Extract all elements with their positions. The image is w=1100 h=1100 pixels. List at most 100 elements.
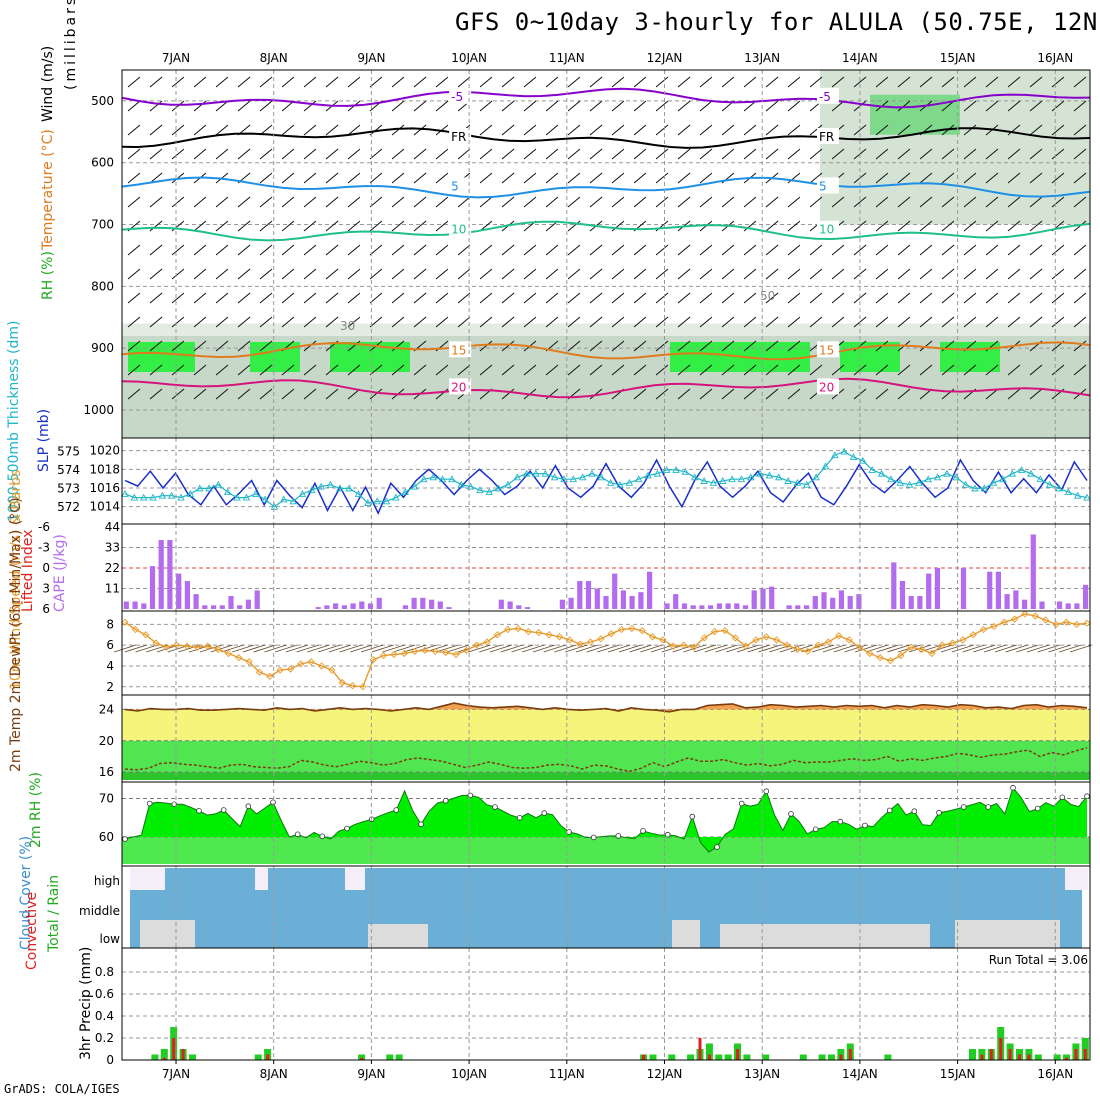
wind-barb [347,172,361,184]
wind-speed-point [131,625,139,634]
precip-total-bar [969,1049,976,1060]
precip-total-bar [386,1054,394,1060]
wind-barb [325,316,339,328]
thickness-point [420,475,428,483]
wind-barb [567,220,581,232]
y-axis-label-left: Lifted Index [20,530,36,612]
precip-total-bar [358,1054,366,1060]
cape-bar [594,588,600,609]
wind-barb [523,364,537,376]
wind-barb [765,100,779,112]
wind-barb [435,220,449,232]
wind-barb [633,76,647,88]
wind-barb [655,364,669,376]
wind-barb [193,388,207,400]
thickness-point [485,488,494,496]
contour-label-bg [816,128,839,144]
wind-barb [501,388,515,400]
date-label-bottom: 10JAN [451,1067,487,1081]
wind-barb [1051,268,1065,280]
rh-point [541,810,548,816]
rh-point [640,828,646,834]
wind-barb [677,196,691,208]
cape-bar [786,605,792,609]
wind-barb [232,644,255,653]
wind-speed-point [576,640,584,648]
cloud-low [720,924,930,948]
wind-barb [831,196,845,208]
cape-bar [211,605,217,609]
wind-barb [237,100,251,112]
precip-convective-bar [181,1049,185,1060]
wind-speed-point [1031,612,1039,620]
legend-total-rain: Total / Rain [46,875,62,953]
wind-speed-point [979,625,988,634]
wind-barb [369,364,383,376]
cloud-gap-high [1065,868,1088,890]
wind-barb [875,124,889,136]
wind-barb [633,100,647,112]
footer-credit: GrADS: COLA/IGES [4,1082,120,1096]
precip-total-bar [799,1054,807,1060]
wind-barb [1005,644,1028,653]
cape-bar [812,596,818,609]
wind-barb [1073,364,1087,376]
wind-barb [1051,76,1065,88]
wind-barb [963,172,977,184]
cape-bar [524,607,531,609]
wind-barb [347,196,361,208]
precip-total-bar [884,1054,892,1060]
wind-speed-point [514,624,522,633]
wind-barb [721,292,735,304]
rh-point [294,831,301,838]
temperature-contour [121,87,1091,109]
wind-barb [413,148,427,160]
precip-total-bar [649,1054,657,1060]
wind-speed-point [162,643,171,651]
wind-barb [1007,148,1021,160]
precip-convective-bar [172,1038,176,1060]
wind-barb [127,388,141,400]
cloud-low [368,924,428,948]
wind-barb [215,100,229,112]
wind-barb [677,172,691,184]
wind-barb [545,268,559,280]
cape-bar [429,599,435,609]
wind-speed-point [824,638,833,646]
wind-barb [501,172,515,184]
wind-barb [831,292,845,304]
precip-total-bar [724,1054,732,1060]
wind-barb [963,220,977,232]
wind-barb [501,316,515,328]
contour-label-bg [816,177,839,194]
wind-barb [1073,100,1087,112]
wind-barb [523,172,537,184]
wind-barb [747,644,770,653]
rh-point [1084,793,1090,799]
thickness-point [756,469,764,477]
wind-barb [919,340,933,352]
thickness-point [354,489,363,497]
wind-barb [457,76,471,88]
rh-point [960,804,967,810]
wind-barb [1051,124,1065,136]
wind-barb [1007,388,1021,400]
wind-speed-point [617,625,626,634]
thickness-point [765,471,774,479]
rh-point [615,833,622,839]
precip-convective-bar [1074,1049,1078,1060]
wind-speed-point [721,626,729,635]
wind-barb [193,196,207,208]
temperature-contour [121,127,1091,149]
wind-barb [787,316,801,328]
wind-barb [391,244,405,256]
cape-bar [245,599,251,609]
cape-bar [734,603,740,609]
thickness-point [401,488,409,496]
wind-barb [897,196,911,208]
wind-barb [765,76,779,88]
wind-barb [1073,340,1087,352]
wind-barb [567,364,581,376]
wind-barb [567,316,581,328]
